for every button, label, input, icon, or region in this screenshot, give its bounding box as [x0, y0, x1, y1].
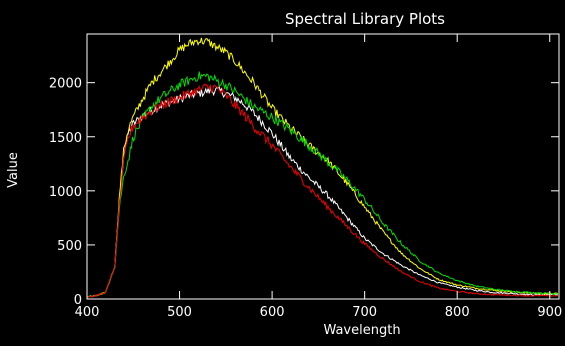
x-tick-label-600: 600 [260, 305, 285, 320]
series-line-2 [86, 37, 558, 298]
x-axis-label: Wavelength [323, 323, 400, 338]
y-tick-label-2000: 2000 [49, 77, 82, 92]
x-tick-label-500: 500 [167, 305, 192, 320]
x-tick-label-700: 700 [352, 305, 377, 320]
x-axis-ticks: 400 500 600 700 800 900 [75, 34, 562, 320]
x-tick-label-900: 900 [537, 305, 562, 320]
chart-title: Spectral Library Plots [285, 10, 445, 28]
plot-frame [86, 33, 560, 300]
y-axis-ticks: 0 500 1000 1500 2000 [49, 77, 559, 308]
y-tick-label-0: 0 [74, 293, 82, 308]
y-tick-label-1000: 1000 [49, 185, 82, 200]
y-tick-label-1500: 1500 [49, 131, 82, 146]
series-layer [86, 37, 559, 298]
series-line-3 [86, 71, 559, 298]
x-tick-label-400: 400 [75, 305, 100, 320]
x-tick-label-800: 800 [445, 305, 470, 320]
y-axis-label: Value [6, 152, 21, 188]
y-tick-label-500: 500 [57, 239, 82, 254]
series-line-4 [86, 83, 559, 298]
series-line-1 [86, 85, 559, 298]
